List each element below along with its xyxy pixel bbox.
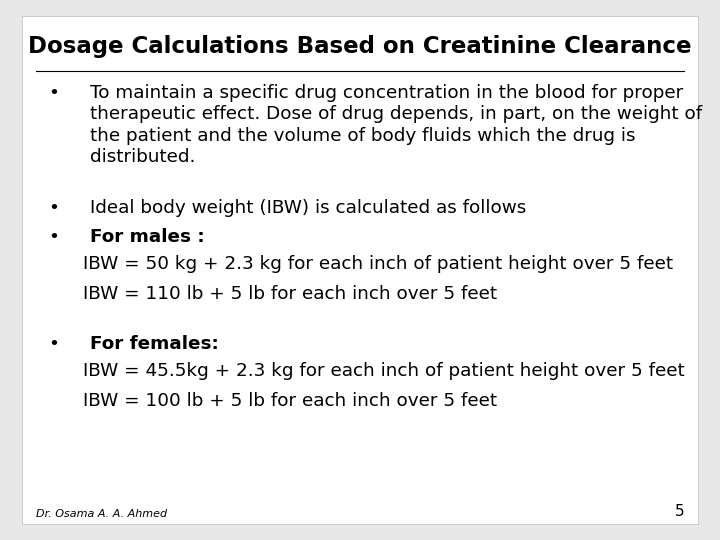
Text: Dosage Calculations Based on Creatinine Clearance: Dosage Calculations Based on Creatinine … [28, 35, 692, 58]
Text: IBW = 45.5kg + 2.3 kg for each inch of patient height over 5 feet: IBW = 45.5kg + 2.3 kg for each inch of p… [83, 362, 685, 380]
Text: Ideal body weight (IBW) is calculated as follows: Ideal body weight (IBW) is calculated as… [90, 199, 526, 217]
FancyBboxPatch shape [22, 16, 698, 524]
Text: •: • [48, 228, 60, 246]
Text: •: • [48, 199, 60, 217]
Text: To maintain a specific drug concentration in the blood for proper
therapeutic ef: To maintain a specific drug concentratio… [90, 84, 702, 166]
Text: For males :: For males : [90, 228, 204, 246]
Text: IBW = 50 kg + 2.3 kg for each inch of patient height over 5 feet: IBW = 50 kg + 2.3 kg for each inch of pa… [83, 255, 673, 273]
Text: •: • [48, 84, 60, 102]
Text: •: • [48, 335, 60, 353]
Text: IBW = 110 lb + 5 lb for each inch over 5 feet: IBW = 110 lb + 5 lb for each inch over 5… [83, 285, 497, 303]
Text: Dr. Osama A. A. Ahmed: Dr. Osama A. A. Ahmed [36, 509, 167, 519]
Text: For females:: For females: [90, 335, 219, 353]
Text: IBW = 100 lb + 5 lb for each inch over 5 feet: IBW = 100 lb + 5 lb for each inch over 5… [83, 392, 497, 410]
Text: 5: 5 [675, 504, 684, 519]
